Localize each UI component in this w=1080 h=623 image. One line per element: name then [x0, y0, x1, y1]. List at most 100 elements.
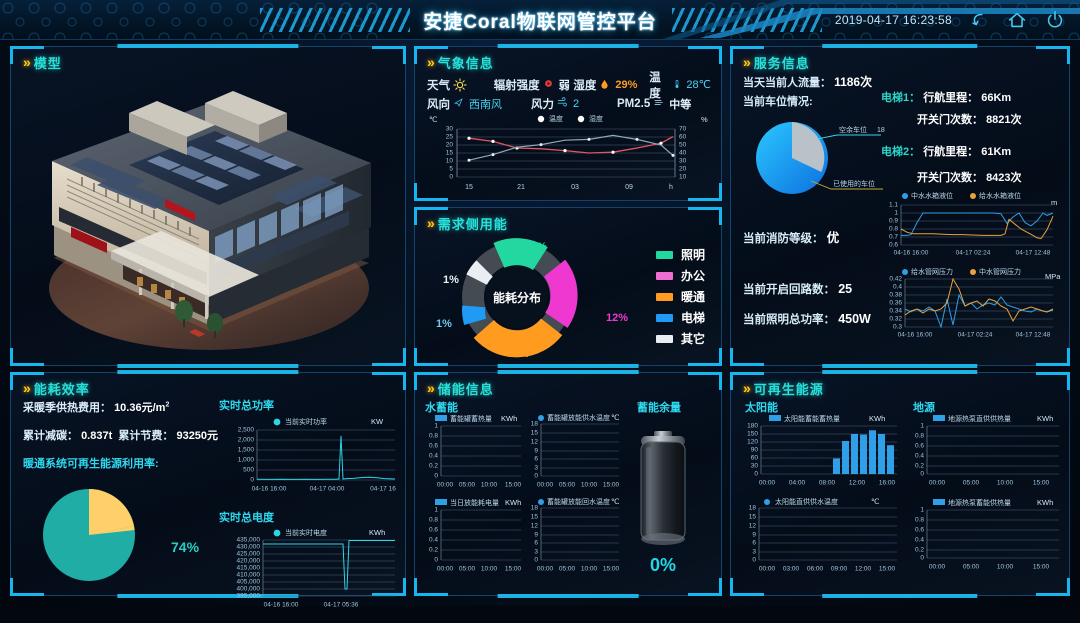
svg-text:0: 0 [434, 557, 438, 564]
svg-text:03: 03 [571, 184, 579, 191]
corner-bl [730, 348, 764, 366]
edge-top [822, 370, 978, 374]
svg-text:0.6: 0.6 [429, 527, 438, 534]
ground-storage-heat-chart[interactable]: 地源热泵蓄能供热量 KWh 1 0.8 0.6 0.4 0.2 0 00:00 05:00… [905, 497, 1065, 586]
weather-field-radiation: 辐射强度 弱 [494, 77, 574, 93]
sun-icon [453, 78, 467, 92]
energy-distribution-donut[interactable]: 能耗分布 [427, 232, 607, 362]
svg-text:430,000: 430,000 [237, 544, 261, 551]
wind-direction-label: 风向 [427, 98, 450, 111]
building-3d-model[interactable] [19, 73, 399, 361]
svg-text:04-17 16: 04-17 16 [370, 486, 396, 493]
realtime-energy-chart[interactable]: 当前实时电度 KWh 435,000 430,000 425,000 420,000… [219, 526, 403, 623]
loops-label: 当前开启回路数： [743, 284, 835, 296]
realtime-power-chart[interactable]: 当前实时功率 KW 2,500 2,000 1,500 1,000 500 0 04-1… [219, 414, 403, 507]
parking-label: 当前车位情况: [743, 96, 813, 108]
svg-text:10:00: 10:00 [481, 566, 498, 573]
svg-text:00:00: 00:00 [759, 480, 776, 487]
svg-text:1: 1 [894, 210, 898, 217]
svg-text:0: 0 [534, 557, 538, 564]
legend-label-hvac: 暖通 [680, 290, 705, 304]
elevator1-mileage-value: 66Km [981, 92, 1012, 104]
saving-value: 93250元 [176, 430, 219, 442]
efficiency-charts: 实时总功率 当前实时功率 KW 2,500 2,000 1,500 1,000 500… [219, 397, 403, 623]
svg-text:0: 0 [752, 557, 756, 564]
svg-text:05:00: 05:00 [963, 564, 980, 571]
svg-text:0.6: 0.6 [429, 443, 438, 450]
svg-text:15:00: 15:00 [1033, 564, 1050, 571]
weather-chart[interactable]: ℃ % 温度 湿度 30 25 20 15 10 5 0 [423, 111, 715, 197]
power-icon[interactable] [1044, 9, 1066, 31]
corner-br [688, 348, 722, 366]
model-title-text: 模型 [33, 55, 62, 71]
legend-ground-storage-heat: 地源热泵蓄能供热量 [948, 498, 1011, 507]
svg-text:1: 1 [434, 507, 438, 514]
solar-heat-bar-chart[interactable]: 太阳能蓄能蓄热量 KWh 180 150 120 90 60 30 0 00:00 04:0… [737, 413, 903, 502]
legend-item-other[interactable]: 其它 [655, 328, 705, 349]
water-level-chart[interactable]: 中水水箱液位 给水水箱液位 m 1.1 1 0.9 0.8 0.7 0.6 04-16 … [877, 189, 1065, 272]
svg-text:0.6: 0.6 [889, 242, 898, 249]
pipe-pressure-chart[interactable]: 给水管网压力 中水管网压力 MPa 0.42 0.4 0.38 0.36 0.34 0.… [877, 265, 1065, 358]
svg-text:70: 70 [679, 126, 687, 133]
ground-direct-heat-chart[interactable]: 地源热泵直供供热量 KWh 1 0.8 0.6 0.4 0.2 0 00:00 05:00… [905, 413, 1065, 502]
daily-discharge-chart[interactable]: 当日放能耗电量 KWh 1 0.8 0.6 0.4 0.2 0 00:00 05:00 10… [421, 497, 525, 586]
legend-item-elevator[interactable]: 电梯 [655, 307, 705, 328]
wind-direction-icon [453, 97, 466, 110]
svg-text:00:00: 00:00 [537, 482, 554, 489]
parking-pie-chart[interactable]: 空余车位 18 已使用的车位 [745, 115, 905, 206]
svg-text:04-17 02:24: 04-17 02:24 [956, 250, 991, 257]
pm25-value: 中等 [669, 98, 692, 111]
elevator2-door-value: 8423次 [986, 172, 1022, 184]
legend-item-hvac[interactable]: 暖通 [655, 286, 705, 307]
heat-cost-value: 10.36元/m [114, 402, 166, 414]
svg-text:03:00: 03:00 [783, 566, 800, 573]
model-panel: » 模型 [10, 44, 406, 368]
svg-text:15:00: 15:00 [603, 566, 620, 573]
elevator1-mileage: 电梯1： 行航里程： 66Km [881, 89, 1011, 105]
weather-field-humidity: 湿度 29% [573, 77, 649, 93]
svg-text:04:00: 04:00 [789, 480, 806, 487]
svg-text:15: 15 [749, 514, 757, 521]
svg-text:3: 3 [534, 465, 538, 472]
svg-text:0.4: 0.4 [893, 284, 902, 291]
pct-elevator: 1% [436, 318, 452, 330]
svg-text:04-16 16:00: 04-16 16:00 [252, 486, 287, 493]
renewable-usage-pie[interactable] [33, 485, 153, 590]
svg-text:00:00: 00:00 [437, 566, 454, 573]
elevator2-mileage: 电梯2： 行航里程： 61Km [881, 143, 1011, 159]
service-title-text: 服务信息 [753, 55, 810, 71]
home-icon[interactable] [1006, 9, 1028, 31]
svg-text:0: 0 [449, 174, 453, 181]
tank-heat-chart[interactable]: 蓄能罐蓄热量 KWh 1 0.8 0.6 0.4 0.2 0 00:00 05:00 10:… [421, 413, 525, 502]
elevator1-door: 开关门次数： 8821次 [917, 111, 1022, 127]
app-header: 安捷Coral物联网管控平台 2019-04-17 16:23:58 [0, 0, 1080, 40]
demand-panel-title: » 需求侧用能 [415, 208, 721, 232]
legend-item-lighting[interactable]: 照明 [655, 244, 705, 265]
svg-text:40: 40 [679, 150, 687, 157]
legend-reclaimed-pressure: 中水管网压力 [979, 267, 1021, 276]
model-panel-title: » 模型 [11, 47, 405, 71]
edge-bottom [822, 594, 978, 598]
legend-tank-supply-temp: 蓄能罐放能供水温度 [547, 413, 610, 422]
svg-text:05:00: 05:00 [559, 482, 576, 489]
renewable-rate-label: 暖通系统可再生能源利用率: [23, 458, 159, 470]
header-actions: 2019-04-17 16:23:58 [835, 0, 1066, 39]
svg-text:06:00: 06:00 [807, 566, 824, 573]
weather-y-unit: ℃ [429, 115, 438, 124]
legend-item-office[interactable]: 办公 [655, 265, 705, 286]
back-icon[interactable] [968, 9, 990, 31]
svg-text:20: 20 [679, 166, 687, 173]
svg-text:0.4: 0.4 [915, 537, 924, 544]
humidity-icon [599, 78, 612, 91]
svg-text:15: 15 [531, 430, 539, 437]
edge-bottom [822, 364, 978, 368]
legend-label-office: 办公 [680, 269, 705, 283]
elevator1-mileage-label: 行航里程： [923, 92, 979, 104]
svg-text:0.6: 0.6 [915, 527, 924, 534]
svg-text:10:00: 10:00 [581, 566, 598, 573]
daily-discharge-unit: KWh [505, 498, 521, 507]
renewable-panel-title: » 可再生能源 [731, 373, 1069, 397]
